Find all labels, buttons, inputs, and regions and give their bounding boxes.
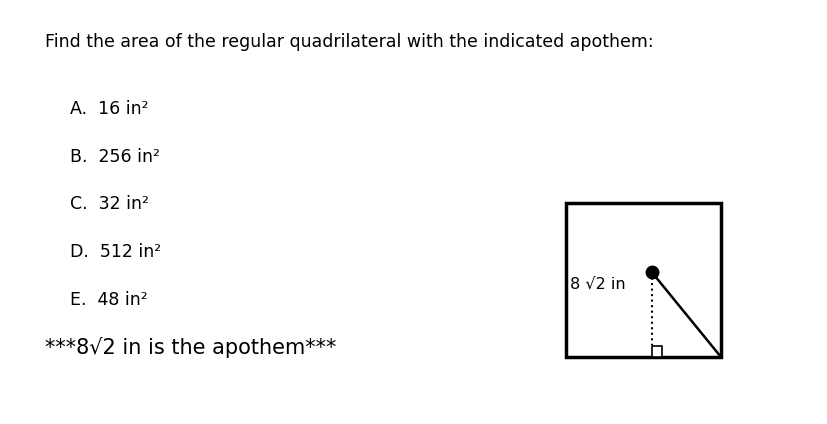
Text: Find the area of the regular quadrilateral with the indicated apothem:: Find the area of the regular quadrilater… — [45, 33, 653, 51]
Bar — [565, 203, 720, 357]
Text: D.  512 in²: D. 512 in² — [69, 243, 160, 261]
Text: 8 √2 in: 8 √2 in — [569, 277, 624, 292]
Text: ***8√2 in is the apothem***: ***8√2 in is the apothem*** — [45, 337, 336, 358]
Text: C.  32 in²: C. 32 in² — [69, 195, 148, 213]
Bar — [651, 346, 662, 357]
Text: E.  48 in²: E. 48 in² — [69, 291, 147, 309]
Text: B.  256 in²: B. 256 in² — [69, 148, 160, 165]
Text: A.  16 in²: A. 16 in² — [69, 100, 148, 118]
